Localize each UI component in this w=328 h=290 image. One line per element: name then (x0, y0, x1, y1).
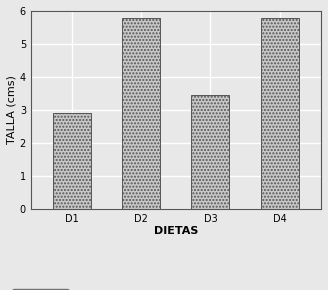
X-axis label: DIETAS: DIETAS (154, 226, 198, 236)
Bar (192, 95, 230, 209)
Legend: TALLA: TALLA (12, 289, 69, 290)
Bar (122, 17, 160, 209)
Bar (53, 113, 91, 209)
Bar (260, 17, 298, 209)
Y-axis label: TALLA (cms): TALLA (cms) (7, 75, 17, 144)
